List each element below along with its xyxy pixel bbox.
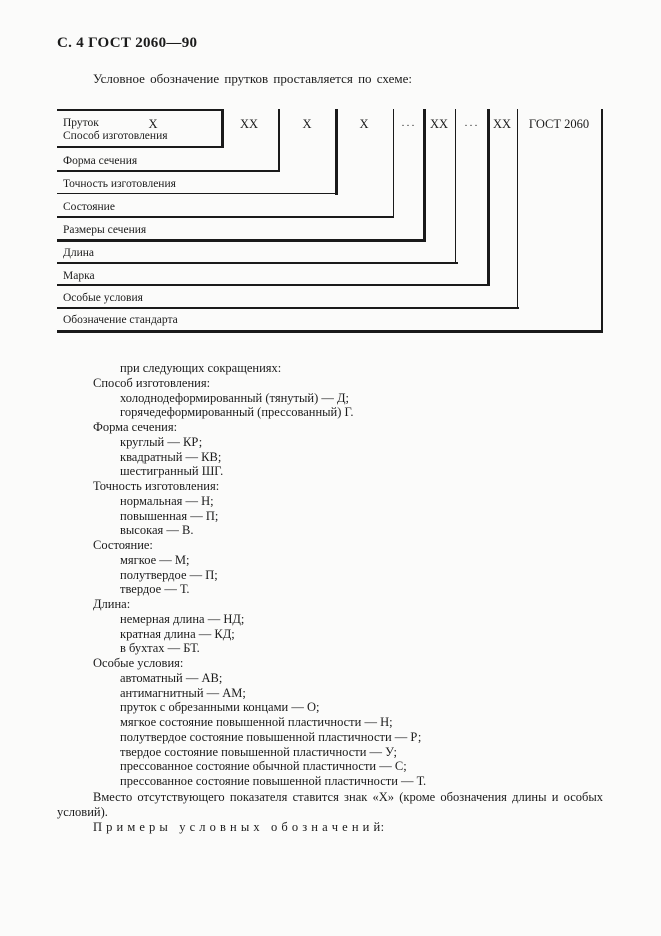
- abbr-group-title: Способ изготовления:: [93, 375, 211, 390]
- abbr-item: твердое состояние повышенной пластичност…: [120, 744, 397, 759]
- scheme-cell-value: XX: [492, 117, 512, 131]
- scheme-cell-value: . . .: [401, 118, 415, 129]
- abbr-group-title: Состояние:: [93, 538, 153, 552]
- abbr-item: немерная длина — НД;: [120, 611, 245, 626]
- abbr-group-title: Точность изготовления:: [93, 479, 220, 493]
- abbr-item: круглый — КР;: [120, 434, 203, 449]
- scheme-connector-line: [57, 284, 490, 286]
- abbr-item: высокая — В.: [120, 523, 194, 538]
- abbr-item: горячедеформированный (прессованный) Г.: [120, 405, 354, 420]
- intro-text: Условное обозначение прутков проставляет…: [93, 71, 412, 86]
- note-paragraph: Вместо отсутствующего показателя ставитс…: [57, 789, 603, 819]
- abbr-group-title: Форма сечения:: [93, 420, 178, 434]
- scheme-connector-line: [57, 307, 519, 309]
- examples-heading: П р и м е р ы у с л о в н ы х о б о з н …: [93, 819, 385, 834]
- scheme-product-label: Пруток: [63, 117, 99, 129]
- scheme-separator: [455, 109, 456, 264]
- scheme-separator: [423, 109, 426, 241]
- scheme-separator: [221, 109, 224, 148]
- abbr-item: нормальная — Н;: [120, 493, 214, 508]
- scheme-row-label: Состояние: [63, 201, 115, 213]
- abbr-group-title: Длина:: [93, 597, 131, 611]
- scheme-row-label: Размеры сечения: [63, 224, 147, 236]
- scheme-separator: [393, 109, 394, 218]
- scheme-row-label: Способ изготовления: [63, 130, 168, 142]
- scheme-row-label: Длина: [63, 247, 94, 259]
- abbr-item: полутвердое — П;: [120, 567, 218, 582]
- abbreviations-section: при следующих сокращениях: Способ изгото…: [57, 361, 603, 789]
- abbr-item: мягкое состояние повышенной пластичности…: [120, 715, 393, 729]
- designation-scheme-diagram: Пруток X XX X X . . . XX . . . XX ГОСТ 2…: [57, 107, 603, 335]
- scheme-cell-value: XX: [239, 117, 259, 131]
- abbr-item: шестигранный ШГ.: [120, 464, 224, 479]
- page-header: С. 4 ГОСТ 2060—90: [57, 35, 198, 51]
- scheme-connector-line: [57, 239, 426, 242]
- scheme-row-label: Особые условия: [63, 292, 143, 304]
- abbr-item: полутвердое состояние повышенной пластич…: [120, 729, 422, 744]
- abbr-item: автоматный — АВ;: [120, 670, 223, 685]
- abbr-item: квадратный — КВ;: [120, 449, 222, 464]
- abbr-item: в бухтах — БТ.: [120, 641, 200, 656]
- abbr-item: прессованное состояние повышенной пласти…: [120, 774, 427, 788]
- scheme-row-label: Обозначение стандарта: [63, 314, 178, 326]
- abbr-item: холоднодеформированный (тянутый) — Д;: [120, 390, 349, 405]
- scheme-connector-line: [57, 170, 280, 172]
- abbr-group-title: Особые условия:: [93, 656, 184, 670]
- abbr-item: прессованное состояние обычной пластично…: [120, 759, 407, 774]
- scheme-cell-value: ГОСТ 2060: [528, 117, 590, 131]
- scheme-row-label: Точность изготовления: [63, 178, 176, 190]
- abbr-item: антимагнитный — АМ;: [120, 685, 246, 700]
- abbreviations-intro: при следующих сокращениях:: [120, 361, 282, 375]
- abbr-item: повышенная — П;: [120, 508, 219, 523]
- abbr-item: мягкое — М;: [120, 552, 190, 567]
- scheme-separator: [335, 109, 338, 195]
- scheme-separator: [278, 109, 280, 172]
- scheme-row-label: Форма сечения: [63, 155, 138, 167]
- scheme-cell-value: X: [302, 117, 312, 131]
- abbr-item: пруток с обрезанными концами — О;: [120, 700, 320, 715]
- scheme-connector-line: [57, 146, 224, 148]
- abbr-item: кратная длина — КД;: [120, 626, 235, 641]
- scheme-connector-line: [57, 216, 394, 218]
- scheme-cell-value: XX: [429, 117, 449, 131]
- abbr-item: твердое — Т.: [120, 582, 190, 597]
- scheme-product-code: X: [148, 117, 158, 131]
- scheme-top-line: [57, 109, 224, 111]
- scheme-connector-line: [57, 193, 338, 194]
- scheme-connector-line: [57, 330, 603, 333]
- scheme-row-label: Марка: [63, 270, 95, 282]
- scheme-cell-value: X: [359, 117, 369, 131]
- scheme-connector-line: [57, 262, 458, 264]
- scheme-separator: [487, 109, 490, 286]
- scheme-separator: [517, 109, 518, 309]
- scheme-separator: [601, 109, 603, 332]
- scheme-cell-value: . . .: [464, 118, 478, 129]
